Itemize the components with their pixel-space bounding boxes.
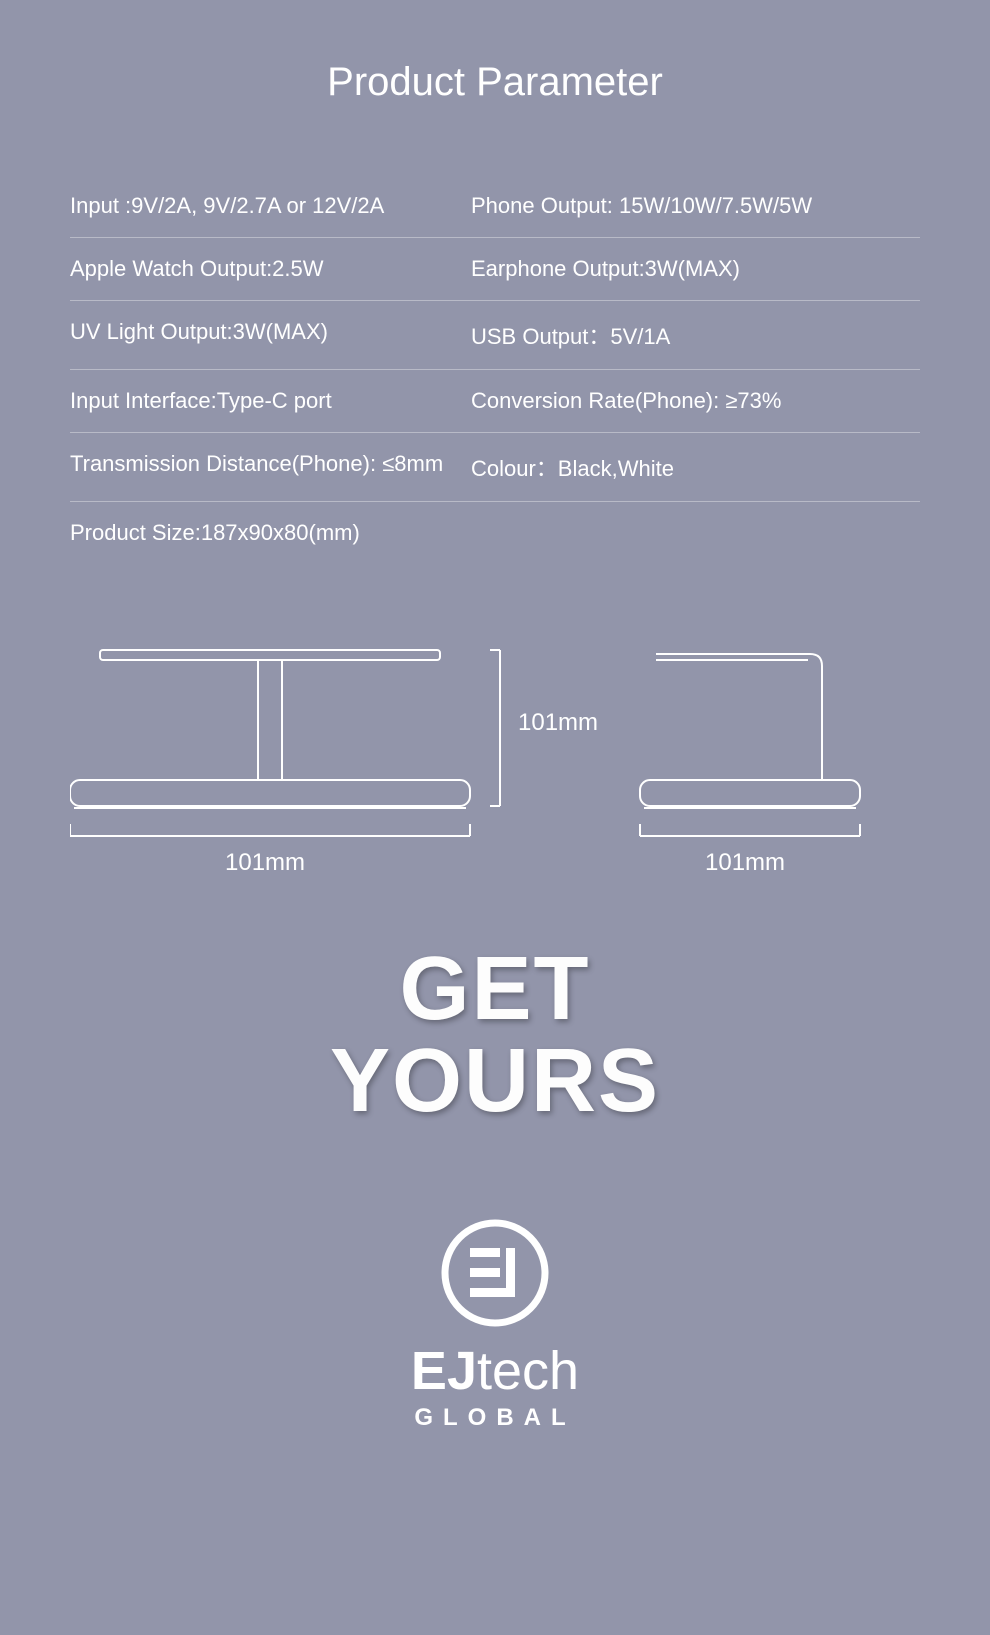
spec-row: Product Size:187x90x80(mm) — [70, 502, 920, 564]
page-title: Product Parameter — [70, 60, 920, 105]
cta-line1: GET — [70, 944, 920, 1036]
logo-sub: GLOBAL — [70, 1404, 920, 1432]
spec-right: Earphone Output:3W(MAX) — [461, 256, 920, 282]
dim-height-label: 101mm — [518, 709, 598, 737]
spec-left: Transmission Distance(Phone): ≤8mm — [70, 451, 461, 483]
spec-left: Input Interface:Type-C port — [70, 388, 461, 414]
spec-row: UV Light Output:3W(MAX) USB Output：5V/1A — [70, 301, 920, 370]
spec-right: Conversion Rate(Phone): ≥73% — [461, 388, 920, 414]
dim-width-right-label: 101mm — [705, 849, 785, 877]
brand-logo: EJtech GLOBAL — [70, 1218, 920, 1432]
spec-row: Input :9V/2A, 9V/2.7A or 12V/2A Phone Ou… — [70, 175, 920, 238]
spec-right: Colour：Black,White — [461, 451, 920, 483]
dim-width-left-label: 101mm — [225, 849, 305, 877]
spec-right — [461, 520, 920, 546]
spec-right: USB Output：5V/1A — [461, 319, 920, 351]
spec-left: Product Size:187x90x80(mm) — [70, 520, 461, 546]
spec-table: Input :9V/2A, 9V/2.7A or 12V/2A Phone Ou… — [70, 175, 920, 564]
logo-text: EJtech — [70, 1344, 920, 1398]
spec-row: Input Interface:Type-C port Conversion R… — [70, 370, 920, 433]
spec-left: UV Light Output:3W(MAX) — [70, 319, 461, 351]
logo-bold: EJ — [411, 1341, 477, 1401]
spec-left: Apple Watch Output:2.5W — [70, 256, 461, 282]
spec-row: Transmission Distance(Phone): ≤8mm Colou… — [70, 433, 920, 502]
spec-left: Input :9V/2A, 9V/2.7A or 12V/2A — [70, 193, 461, 219]
logo-thin: tech — [477, 1341, 579, 1401]
cta-line2: YOURS — [70, 1036, 920, 1128]
spec-row: Apple Watch Output:2.5W Earphone Output:… — [70, 238, 920, 301]
logo-icon — [440, 1218, 550, 1328]
cta-headline: GET YOURS — [70, 944, 920, 1128]
spec-right: Phone Output: 15W/10W/7.5W/5W — [461, 193, 920, 219]
dimension-diagram: 101mm 101mm 101mm — [70, 624, 920, 914]
